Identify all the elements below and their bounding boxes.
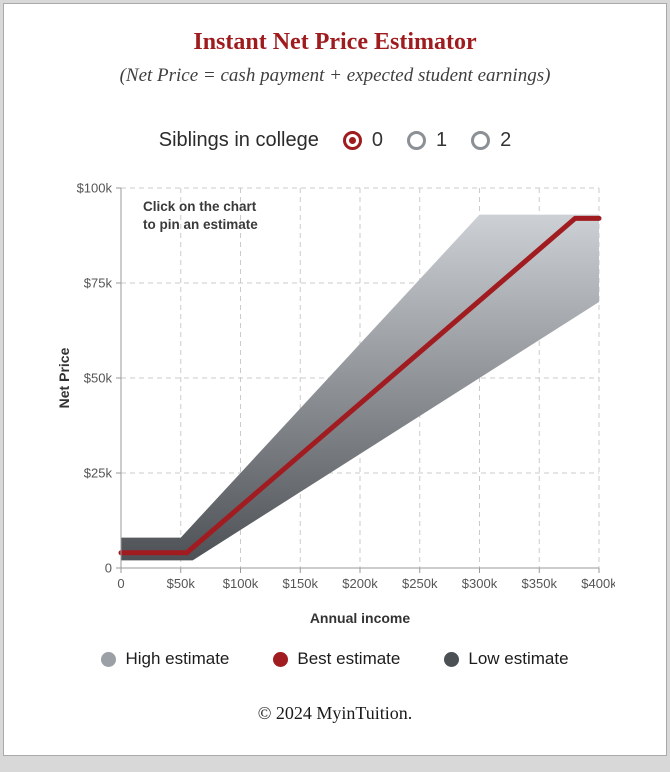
- legend-item-high-estimate: High estimate: [101, 649, 229, 669]
- legend-label-high-estimate: High estimate: [125, 649, 230, 668]
- legend-label-best-estimate: Best estimate: [297, 649, 401, 668]
- svg-text:$350k: $350k: [522, 576, 558, 591]
- svg-text:0: 0: [117, 576, 124, 591]
- legend-item-best-estimate: Best estimate: [273, 649, 400, 669]
- svg-text:$50k: $50k: [167, 576, 196, 591]
- svg-text:$75k: $75k: [84, 276, 113, 291]
- svg-text:to pin an estimate: to pin an estimate: [143, 217, 258, 232]
- radio-label-2: 2: [500, 129, 512, 151]
- radio-button-1-icon[interactable]: [406, 131, 426, 150]
- siblings-option-1[interactable]: 1: [406, 129, 448, 152]
- svg-text:0: 0: [105, 561, 112, 576]
- radio-label-0: 0: [371, 129, 383, 151]
- footer-copyright: © 2024 MyinTuition.: [257, 703, 413, 723]
- svg-text:$400k: $400k: [581, 576, 615, 591]
- svg-text:$150k: $150k: [283, 576, 319, 591]
- svg-text:$250k: $250k: [402, 576, 438, 591]
- radio-button-2-icon[interactable]: [471, 131, 491, 150]
- page-subtitle: (Net Price = cash payment + expected stu…: [119, 65, 551, 86]
- svg-text:$100k: $100k: [77, 181, 113, 196]
- svg-text:Annual income: Annual income: [310, 610, 411, 626]
- svg-text:$200k: $200k: [342, 576, 378, 591]
- svg-text:$100k: $100k: [223, 576, 259, 591]
- siblings-label: Siblings in college: [158, 129, 319, 151]
- chart-legend: High estimate Best estimate Low estimate: [4, 649, 666, 669]
- svg-text:$50k: $50k: [84, 371, 113, 386]
- low-estimate-dot-icon: [444, 651, 460, 667]
- net-price-chart-svg[interactable]: 0 $50k $100k $150k $200k $250k $300k $350k $400k…: [55, 178, 617, 630]
- svg-text:$25k: $25k: [84, 466, 113, 481]
- siblings-option-2[interactable]: 2: [471, 129, 511, 152]
- radio-button-0-icon[interactable]: [342, 131, 362, 150]
- estimator-card: Instant Net Price Estimator (Net Price =…: [3, 3, 667, 756]
- legend-label-low-estimate: Low estimate: [468, 649, 569, 668]
- siblings-radio-group: Siblings in college 0 1 2: [4, 129, 666, 152]
- siblings-option-0[interactable]: 0: [342, 129, 383, 152]
- svg-text:$300k: $300k: [462, 576, 498, 591]
- high-estimate-dot-icon: [101, 651, 117, 667]
- svg-text:Net Price: Net Price: [56, 347, 72, 408]
- legend-item-low-estimate: Low estimate: [444, 649, 569, 669]
- radio-label-1: 1: [435, 129, 448, 151]
- page-title: Instant Net Price Estimator: [193, 29, 477, 55]
- best-estimate-dot-icon: [273, 651, 289, 667]
- net-price-chart[interactable]: 0 $50k $100k $150k $200k $250k $300k $350k $400k…: [4, 178, 666, 635]
- svg-text:Click on the chart: Click on the chart: [143, 199, 257, 214]
